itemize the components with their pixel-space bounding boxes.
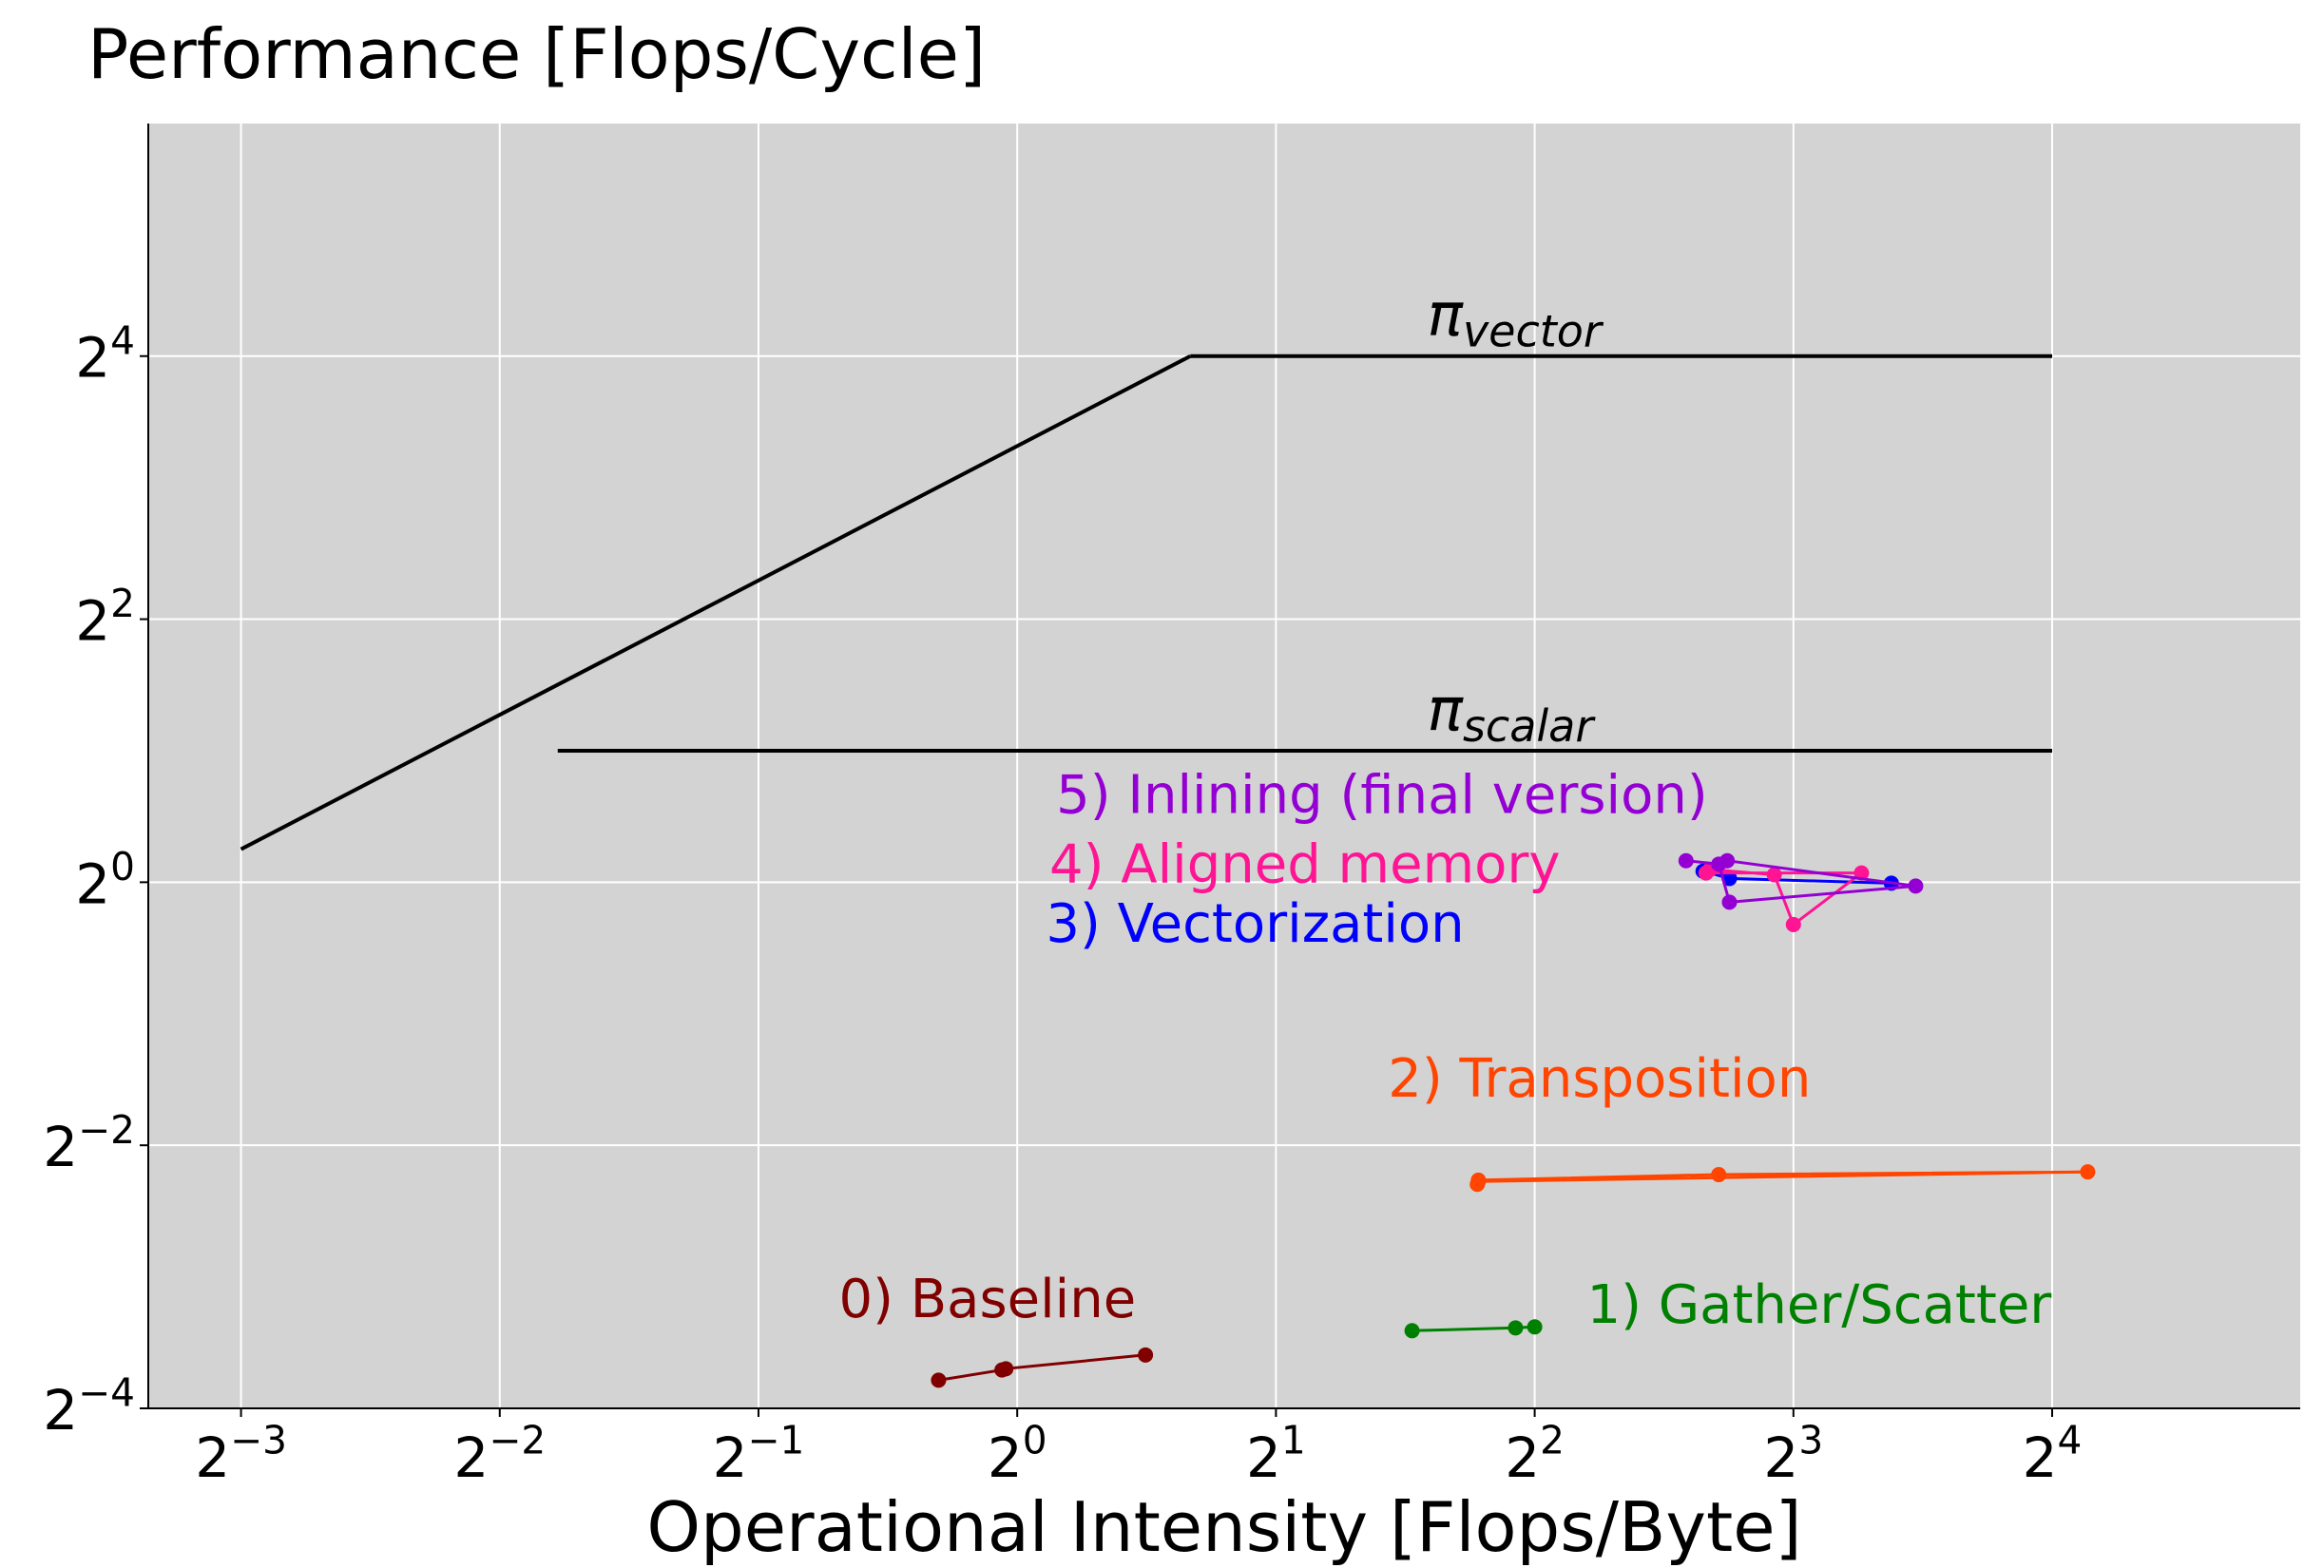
series-label: 0) Baseline [838,1269,1136,1330]
plot-area [148,124,2300,1408]
series-3: 3) Vectorization [1046,863,1899,955]
data-point [1766,867,1782,883]
series-1: 1) Gather/Scatter [1404,1274,2052,1339]
series-label: 2) Transposition [1388,1048,1811,1110]
data-point [1508,1320,1524,1336]
x-tick-label: 21 [1246,1418,1306,1490]
axes: 2−3 2−2 2−1 20 21 22 23 24 2−4 2−2 20 22 24 [43,124,2300,1490]
y-tick-label: 2−4 [43,1370,135,1443]
data-point [2080,1164,2096,1180]
data-point [931,1372,947,1388]
data-series: 0) Baseline 1) Gather/Scatter 2) Transposi… [838,765,2096,1388]
x-tick-label: 2−2 [453,1418,546,1490]
bandwidth-roof-line [240,354,1192,851]
x-tick-label: 20 [988,1418,1047,1490]
series-label: 1) Gather/Scatter [1586,1274,2052,1336]
data-point [1719,852,1736,869]
data-point [1853,865,1870,881]
data-point [1785,916,1801,932]
series-label: 3) Vectorization [1046,893,1464,955]
data-point [1721,894,1738,910]
data-point [1469,1176,1486,1193]
x-tick-label: 2−3 [195,1418,287,1490]
data-point [1721,870,1738,887]
series-5: 5) Inlining (final version) [1056,765,1924,910]
roofline: πvector πscalar [240,280,2052,851]
data-point [1678,852,1694,869]
scalar-ceiling-label: πscalar [1428,675,1597,752]
data-point [1908,878,1924,894]
data-point [1711,1167,1727,1183]
vector-ceiling-label: πvector [1428,280,1604,357]
series-4: 4) Aligned memory [1049,833,1870,932]
data-point [1527,1319,1543,1335]
x-tick-label: 23 [1763,1418,1823,1490]
series-label: 4) Aligned memory [1049,833,1561,895]
y-tick-label: 2−2 [43,1107,135,1179]
data-point [1138,1347,1154,1363]
series-2: 2) Transposition [1388,1048,2096,1193]
x-tick-label: 24 [2023,1418,2083,1490]
data-point [1404,1323,1420,1339]
x-tick-label: 2−1 [713,1418,805,1490]
x-tick-label: 22 [1505,1418,1565,1490]
y-tick-label: 20 [75,844,135,916]
x-axis-label: Operational Intensity [Flops/Byte] [646,1487,1801,1567]
chart-title: Performance [Flops/Cycle] [87,14,986,94]
data-point [998,1361,1014,1377]
series-0: 0) Baseline [838,1269,1154,1388]
y-tick-label: 22 [75,581,135,653]
series-label: 5) Inlining (final version) [1056,765,1708,827]
y-tick-label: 24 [75,317,135,390]
